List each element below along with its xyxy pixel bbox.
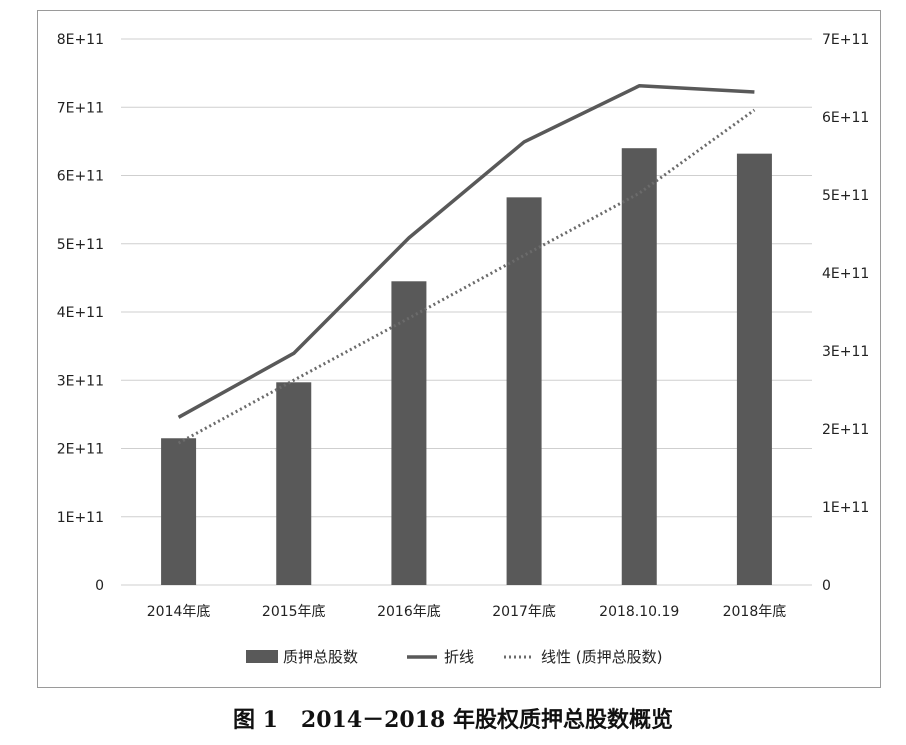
y-right-tick-label: 5E+11 — [822, 188, 869, 204]
y-left-tick-label: 7E+11 — [57, 100, 104, 116]
chart-frame: 0 1E+11 2E+11 3E+11 4E+11 5E+11 6E+11 7E+11 8E+1… — [37, 10, 881, 688]
line-series — [177, 84, 755, 419]
bar — [736, 153, 772, 585]
x-tick-label: 2018年底 — [723, 604, 787, 620]
figure-caption: 图 1 2014－2018 年股权质押总股数概览 — [232, 707, 674, 733]
bar — [621, 148, 657, 585]
y-right-tick-label: 2E+11 — [822, 422, 869, 438]
x-axis: 2014年底 2015年底 2016年底 2017年底 2018.10.19 2018年底 — [147, 604, 786, 620]
y-left-tick-label: 6E+11 — [57, 169, 104, 185]
legend-swatch-bar — [246, 650, 278, 663]
y-left-tick-label: 5E+11 — [57, 237, 104, 253]
x-tick-label: 2014年底 — [147, 604, 211, 620]
bar — [161, 438, 197, 585]
y-left-tick-label: 4E+11 — [57, 305, 104, 321]
trendline-series — [177, 108, 756, 445]
line-series-path — [177, 84, 755, 419]
y-right-tick-label: 3E+11 — [822, 344, 869, 360]
x-tick-label: 2018.10.19 — [599, 604, 679, 620]
legend-label: 线性 (质押总股数) — [541, 648, 662, 666]
y-left-tick-label: 0 — [95, 578, 104, 594]
legend: 质押总股数 折线 线性 (质押总股数) — [246, 648, 662, 666]
trendline — [177, 108, 756, 445]
bar — [276, 382, 312, 585]
y-left-tick-label: 8E+11 — [57, 32, 104, 48]
gridlines — [121, 38, 812, 586]
y-right-tick-label: 0 — [822, 578, 831, 594]
x-tick-label: 2015年底 — [262, 604, 326, 620]
bar-series — [161, 148, 772, 585]
y-right-tick-label: 7E+11 — [822, 32, 869, 48]
y-left-tick-label: 3E+11 — [57, 373, 104, 389]
y-right-tick-label: 4E+11 — [822, 266, 869, 282]
bar — [506, 197, 542, 585]
bar — [391, 281, 427, 585]
y-left-tick-label: 1E+11 — [57, 510, 104, 526]
right-y-axis: 0 1E+11 2E+11 3E+11 4E+11 5E+11 6E+11 7E+11 — [822, 32, 869, 594]
x-tick-label: 2017年底 — [492, 604, 556, 620]
legend-label: 质押总股数 — [283, 648, 358, 666]
chart-svg: 0 1E+11 2E+11 3E+11 4E+11 5E+11 6E+11 7E+11 8E+1… — [57, 32, 870, 666]
y-right-tick-label: 1E+11 — [822, 500, 869, 516]
y-left-tick-label: 2E+11 — [57, 442, 104, 458]
x-tick-label: 2016年底 — [377, 604, 441, 620]
left-y-axis: 0 1E+11 2E+11 3E+11 4E+11 5E+11 6E+11 7E+11 8E+1… — [57, 32, 104, 594]
legend-label: 折线 — [444, 648, 474, 666]
y-right-tick-label: 6E+11 — [822, 110, 869, 126]
